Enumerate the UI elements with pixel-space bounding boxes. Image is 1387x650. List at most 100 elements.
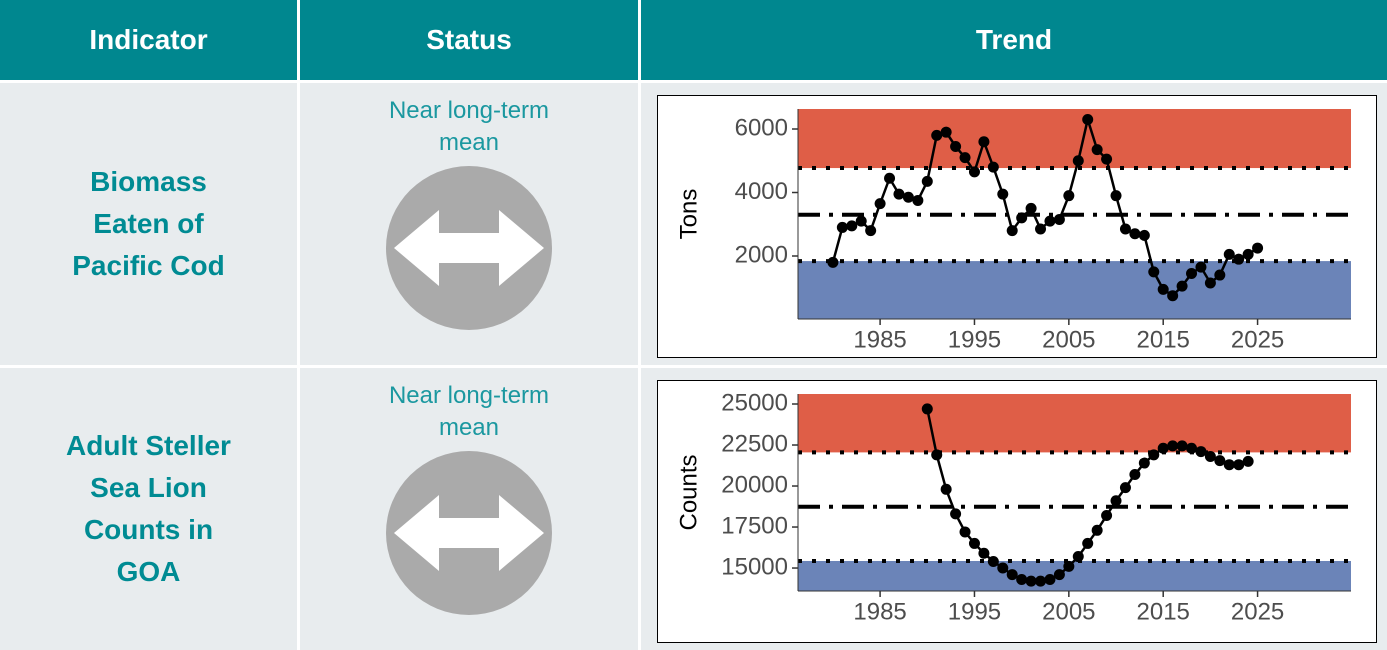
indicator-cell: Biomass Eaten of Pacific Cod [0,83,297,365]
indicator-cell: Adult Steller Sea Lion Counts in GOA [0,368,297,650]
data-point [978,136,990,148]
data-point [931,449,943,461]
data-point [1214,455,1226,467]
data-point [1176,280,1188,292]
x-tick-label: 1995 [948,326,1001,353]
y-tick-label: 20000 [721,471,788,498]
x-tick-label: 2025 [1231,598,1284,625]
indicator-text: Biomass Eaten of Pacific Cod [72,166,225,281]
x-tick-label: 1985 [853,598,906,625]
data-point [1195,446,1207,458]
data-point [836,221,848,233]
data-point [997,562,1009,574]
header-cell: Trend [641,0,1387,80]
data-point [1110,495,1122,507]
data-point [1233,253,1245,265]
data-point [1082,537,1094,549]
data-point [1223,459,1235,471]
data-point [1110,190,1122,202]
data-point [1252,242,1264,254]
data-point [1063,190,1075,202]
y-tick-label: 6000 [735,114,788,141]
data-point [987,555,999,567]
data-point [1006,225,1018,237]
data-point [1157,283,1169,295]
data-point [921,403,933,415]
data-point [1148,266,1160,278]
data-point [1157,442,1169,454]
header-cell: Indicator [0,0,297,80]
data-point [1035,223,1047,235]
data-point [950,140,962,152]
data-point [997,188,1009,200]
data-point [1044,215,1056,227]
data-point [1176,440,1188,452]
data-point [1025,202,1037,214]
data-point [1242,455,1254,467]
y-tick-label: 22500 [721,430,788,457]
data-point [874,198,886,210]
y-tick-label: 25000 [721,389,788,416]
data-point [1063,560,1075,572]
status-icon [386,166,552,330]
data-point [1091,524,1103,536]
chart: 15000 17500 20000 22500 25000 1985 1995 2005 201… [657,380,1377,643]
data-point [884,172,896,184]
data-point [1223,248,1235,260]
status-icon [386,451,552,615]
status-cell: Near long-term mean [300,83,638,365]
y-axis-label: Tons [675,189,702,240]
data-point [846,220,858,232]
x-tick-label: 2005 [1042,326,1095,353]
data-point [1025,575,1037,587]
data-point [865,225,877,237]
header-text: Trend [975,24,1053,55]
data-point [959,526,971,538]
status-text: Near long-term mean [388,97,550,156]
chart: 2000 4000 6000 1985 1995 2005 2015 2025 Tons [657,95,1377,358]
data-point [978,547,990,559]
x-tick-label: 1985 [853,326,906,353]
data-point [1167,440,1179,452]
lower-band [798,560,1351,591]
data-point [1214,269,1226,281]
data-point [921,175,933,187]
data-point [1016,212,1028,224]
data-point [1091,144,1103,156]
indicator-text: Adult Steller Sea Lion Counts in GOA [66,430,231,587]
data-point [1053,213,1065,225]
y-tick-label: 17500 [721,512,788,539]
data-point [1204,450,1216,462]
y-tick-label: 15000 [721,553,788,580]
x-tick-label: 1995 [948,598,1001,625]
y-tick-label: 4000 [735,178,788,205]
x-tick-label: 2015 [1137,598,1190,625]
data-point [893,188,905,200]
data-point [827,256,839,268]
header-cell: Status [300,0,638,80]
data-point [1148,449,1160,461]
data-point [1101,153,1113,165]
y-axis-label: Counts [675,454,702,530]
data-point [1204,277,1216,289]
lower-band [798,261,1351,319]
x-tick-label: 2025 [1231,326,1284,353]
x-tick-label: 2015 [1137,326,1190,353]
header-text: Indicator [89,24,208,55]
data-point [1119,223,1131,235]
header-text: Status [426,24,512,55]
data-point [1119,482,1131,494]
data-point [968,166,980,178]
data-point [1016,574,1028,586]
data-point [912,194,924,206]
data-point [931,129,943,141]
data-point [1186,267,1198,279]
data-point [1101,510,1113,522]
status-cell: Near long-term mean [300,368,638,650]
data-point [1072,155,1084,167]
data-point [1129,228,1141,240]
data-point [1138,457,1150,469]
data-point [1053,569,1065,581]
data-point [940,483,952,495]
